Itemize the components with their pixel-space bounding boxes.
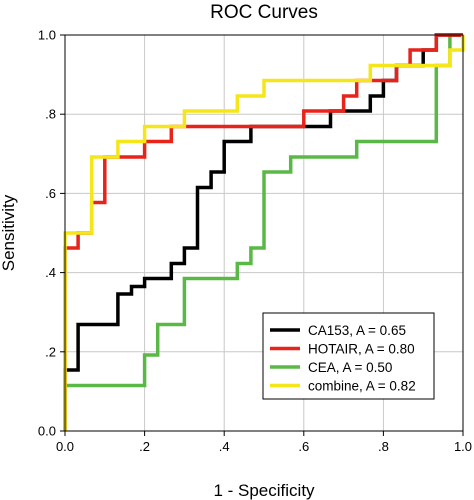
series-line-2 xyxy=(63,33,463,431)
x-tick-label-4: .8 xyxy=(378,439,389,454)
series-lines xyxy=(63,33,465,431)
x-tick-label-5: 1.0 xyxy=(454,439,472,454)
series-line-3 xyxy=(63,35,465,431)
y-tick-label-2: .4 xyxy=(45,265,56,280)
chart-title: ROC Curves xyxy=(210,2,318,23)
y-tick-label-5: 1.0 xyxy=(38,28,56,43)
plot-frame xyxy=(64,34,464,432)
legend: CA153, A = 0.65 HOTAIR, A = 0.80 CEA, A = … xyxy=(262,312,435,400)
y-tick-label-4: .8 xyxy=(45,107,56,122)
x-axis-label: 1 - Specificity xyxy=(213,481,315,500)
y-axis-label: Sensitivity xyxy=(0,194,18,271)
legend-label-3: combine, A = 0.82 xyxy=(308,379,416,394)
x-tick-label-0: 0.0 xyxy=(56,439,74,454)
x-tick-label-2: .4 xyxy=(219,439,230,454)
y-tick-label-0: 0.0 xyxy=(38,424,56,439)
x-tick-label-3: .6 xyxy=(298,439,309,454)
axis-ticks: 0.0 .2 .4 .6 .8 1.0 0.0 .2 .4 .6 .8 1.0 xyxy=(38,28,472,455)
y-tick-label-1: .2 xyxy=(45,344,56,359)
x-tick-label-1: .2 xyxy=(139,439,150,454)
y-tick-label-3: .6 xyxy=(45,186,56,201)
legend-label-2: CEA, A = 0.50 xyxy=(308,360,392,375)
legend-label-0: CA153, A = 0.65 xyxy=(308,323,406,338)
legend-label-1: HOTAIR, A = 0.80 xyxy=(308,342,415,357)
